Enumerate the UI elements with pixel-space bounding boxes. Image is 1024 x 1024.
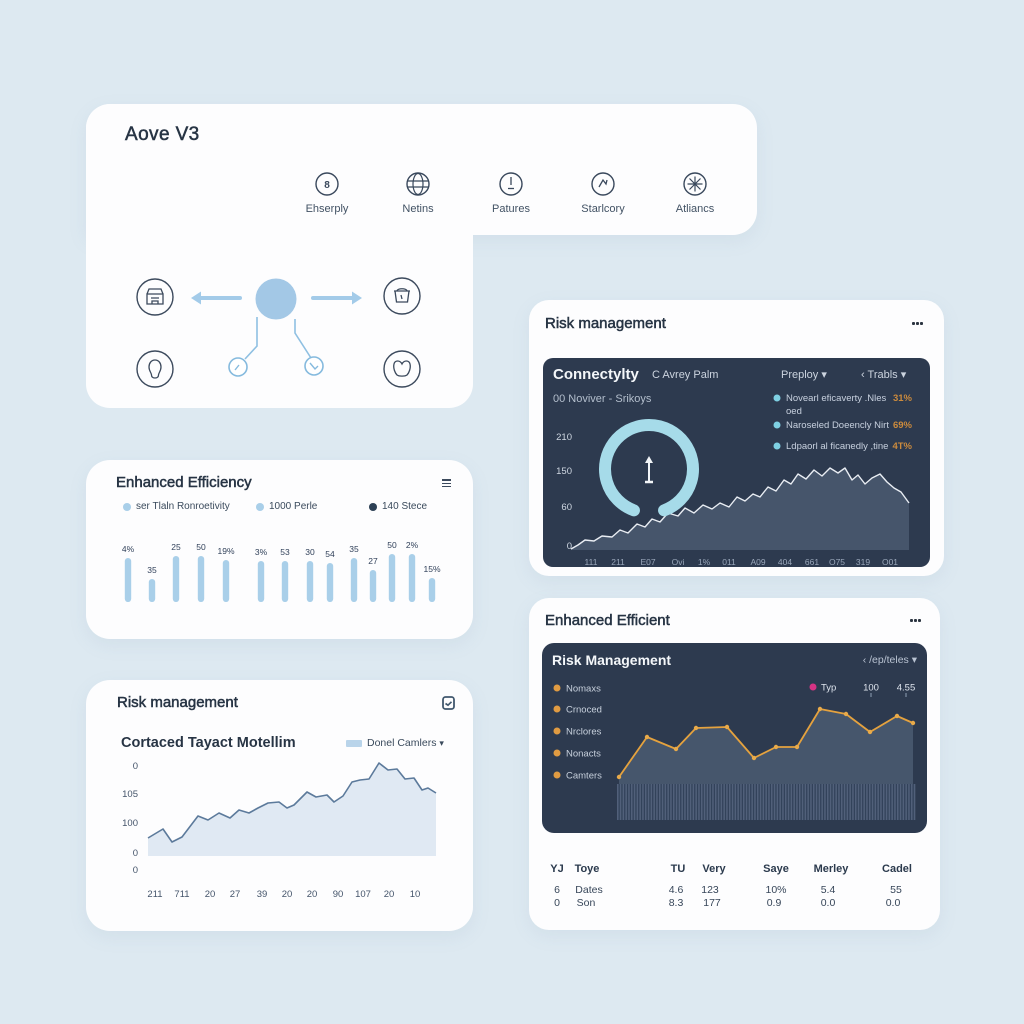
svg-text:54: 54: [325, 549, 335, 559]
svg-text:50: 50: [387, 540, 397, 550]
svg-text:30: 30: [305, 547, 315, 557]
svg-text:A09: A09: [750, 557, 765, 567]
svg-text:35: 35: [349, 544, 359, 554]
svg-text:3%: 3%: [255, 547, 268, 557]
svg-text:oed: oed: [786, 406, 802, 417]
svg-text:25: 25: [171, 542, 181, 552]
svg-text:211: 211: [611, 557, 625, 567]
svg-text:100: 100: [863, 683, 879, 694]
svg-text:E07: E07: [640, 557, 655, 567]
svg-text:Nomaxs: Nomaxs: [566, 684, 601, 695]
svg-text:4.55: 4.55: [897, 683, 916, 694]
svg-text:Ldpaorl al ficanedly ,tine: Ldpaorl al ficanedly ,tine: [786, 441, 888, 452]
svg-text:00 Noviver - Srikoys: 00 Noviver - Srikoys: [553, 393, 652, 405]
svg-text:‹ Trabls ▾: ‹ Trabls ▾: [861, 369, 907, 381]
svg-text:Nrclores: Nrclores: [566, 727, 602, 738]
svg-text:Naroseled Doeencly Nirt: Naroseled Doeencly Nirt: [786, 420, 889, 431]
svg-text:011: 011: [722, 557, 736, 567]
svg-text:Camters: Camters: [566, 771, 602, 782]
svg-text:150: 150: [556, 466, 572, 477]
svg-text:111: 111: [585, 557, 598, 567]
svg-text:31%: 31%: [893, 393, 913, 404]
svg-text:0: 0: [567, 541, 572, 552]
svg-text:Novearl eficaverty .Nles: Novearl eficaverty .Nles: [786, 393, 887, 404]
svg-text:O75: O75: [829, 557, 845, 567]
svg-text:50: 50: [196, 542, 206, 552]
svg-text:C Avrey Palm: C Avrey Palm: [652, 369, 718, 381]
svg-text:53: 53: [280, 547, 290, 557]
svg-text:Nonacts: Nonacts: [566, 749, 601, 760]
svg-text:27: 27: [368, 556, 378, 566]
svg-text:15%: 15%: [423, 564, 440, 574]
svg-text:4%: 4%: [122, 544, 135, 554]
svg-text:Typ: Typ: [821, 683, 836, 694]
svg-text:Preploy ▾: Preploy ▾: [781, 369, 827, 381]
svg-text:2%: 2%: [406, 540, 419, 550]
svg-text:Risk Management: Risk Management: [552, 652, 671, 668]
svg-text:4T%: 4T%: [892, 441, 912, 452]
svg-text:69%: 69%: [893, 420, 913, 431]
svg-text:35: 35: [147, 565, 157, 575]
svg-text:1%: 1%: [698, 557, 711, 567]
svg-text:Connectylty: Connectylty: [553, 366, 640, 383]
svg-text:8: 8: [324, 180, 330, 191]
svg-text:404: 404: [778, 557, 792, 567]
svg-text:Crnoced: Crnoced: [566, 705, 602, 716]
svg-text:Ovi: Ovi: [672, 557, 685, 567]
svg-text:210: 210: [556, 432, 572, 443]
svg-text:19%: 19%: [217, 546, 234, 556]
svg-text:O01: O01: [882, 557, 898, 567]
svg-text:319: 319: [856, 557, 870, 567]
svg-text:661: 661: [805, 557, 819, 567]
svg-text:60: 60: [561, 502, 572, 513]
svg-text:‹ /ep/teles ▾: ‹ /ep/teles ▾: [863, 654, 918, 666]
